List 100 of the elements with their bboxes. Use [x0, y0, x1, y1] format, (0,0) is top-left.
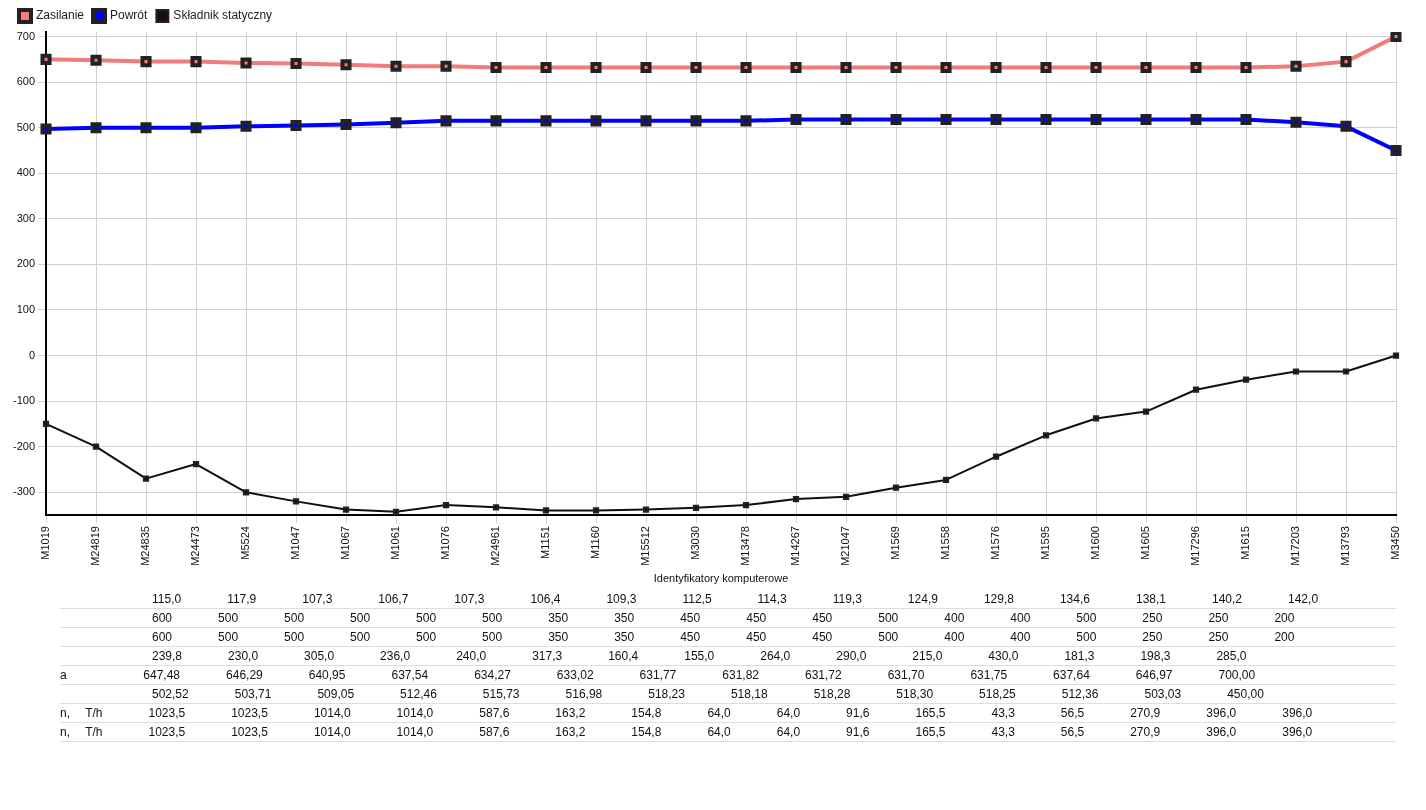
x-tick-label: M1067: [339, 526, 352, 560]
x-tick-label: M1576: [989, 526, 1002, 560]
point: [1390, 144, 1402, 157]
point: [240, 120, 252, 132]
point: [490, 62, 502, 74]
x-tick-label: M17203: [1289, 526, 1302, 566]
point: [490, 115, 502, 127]
legend-label: Zasilanie: [36, 8, 85, 23]
y-tick-label: 700: [16, 29, 36, 42]
x-tick-label: M15512: [639, 526, 652, 566]
x-tick-label: M17296: [1189, 526, 1202, 566]
x-tick-label: M1595: [1039, 526, 1052, 560]
point: [1190, 62, 1202, 74]
point: [90, 54, 102, 66]
point: [1240, 113, 1252, 126]
text: 502,52 503,71 509,05 512,46 515,73 516,98 518,23 518,18 518,28 518,30 518,25 512,36 503,03 450,00: [60, 685, 1396, 704]
point: [90, 122, 102, 134]
point: [1190, 113, 1202, 126]
point: [290, 57, 302, 69]
point: [1340, 56, 1352, 68]
x-tick-label: M24835: [139, 526, 152, 566]
point: [192, 460, 200, 468]
x-tick-label: M3030: [689, 526, 702, 560]
text: n, T/h 1023,5 1023,5 1014,0 1014,0 587,6 163,2 154,8 64,0 64,0 91,6 165,5 43,3 56,5 270,9 396,0 396,0: [60, 723, 1396, 742]
point: [1342, 368, 1350, 375]
x-tick-label: M1569: [889, 526, 902, 560]
point: [940, 62, 952, 74]
point: [140, 56, 152, 68]
point: [590, 62, 602, 74]
point: [890, 62, 902, 74]
point: [940, 113, 952, 126]
point: [392, 508, 400, 515]
point: [1140, 62, 1152, 74]
text: a 647,48 646,29 640,95 637,54 634,27 633,02 631,77 631,82 631,72 631,70 631,75 637,64 646,97 700,00: [60, 666, 1396, 685]
point: [1340, 120, 1352, 132]
point: [42, 420, 50, 428]
point: [740, 62, 752, 74]
point: [292, 498, 300, 505]
point: [742, 501, 750, 509]
y-tick-label: -100: [12, 394, 36, 407]
point: [640, 115, 652, 127]
point: [1090, 113, 1102, 126]
point: [1392, 352, 1400, 359]
point: [440, 115, 452, 127]
point: [240, 57, 252, 69]
point: [290, 119, 302, 131]
point: [1040, 113, 1052, 126]
x-tick-label: M1076: [439, 526, 452, 560]
point: [942, 476, 950, 484]
text: 600 500 500 500 500 500 350 350 450 450 450 500 400 400 500 250 250 200: [60, 609, 1396, 628]
x-tick-label: M1047: [289, 526, 302, 560]
y-tick-label: 300: [16, 211, 36, 224]
point: [692, 504, 700, 511]
x-tick-label: M3450: [1389, 526, 1402, 560]
point: [892, 484, 900, 491]
y-tick-label: -200: [12, 439, 36, 452]
point: [1092, 415, 1100, 422]
point: [990, 62, 1002, 74]
x-tick-label: M21047: [839, 526, 852, 566]
point: [840, 113, 852, 126]
y-tick-label: 100: [16, 303, 36, 316]
point: [992, 453, 1000, 460]
point: [342, 506, 350, 513]
x-tick-label: M14267: [789, 526, 802, 566]
point: [390, 60, 402, 72]
point: [1390, 32, 1402, 43]
point: [1192, 386, 1200, 393]
point: [1090, 62, 1102, 74]
text: 239,8 230,0 305,0 236,0 240,0 317,3 160,4 155,0 264,0 290,0 215,0 430,0 181,3 198,3 285,0: [60, 647, 1396, 666]
point: [340, 59, 352, 71]
point: [1290, 116, 1302, 128]
point: [540, 62, 552, 74]
x-tick-label: M24961: [489, 526, 502, 566]
x-tick-label: M24819: [89, 526, 102, 566]
x-tick-label: M1061: [389, 526, 402, 560]
point: [1290, 60, 1302, 72]
x-tick-label: M13478: [739, 526, 752, 566]
y-tick-label: 600: [16, 75, 36, 88]
point: [590, 115, 602, 127]
x-tick-label: M1160: [589, 526, 602, 559]
point: [92, 443, 100, 450]
point: [142, 475, 150, 482]
point: [190, 56, 202, 68]
point: [890, 113, 902, 126]
text: 115,0 117,9 107,3 106,7 107,3 106,4 109,3 112,5 114,3 119,3 124,9 129,8 134,6 138,1 140,2 142,0: [60, 590, 1396, 609]
point: [1140, 113, 1152, 126]
y-tick-label: 200: [16, 257, 36, 270]
point: [792, 495, 800, 503]
point: [1040, 62, 1052, 74]
x-tick-label: M13793: [1339, 526, 1352, 566]
point: [440, 60, 452, 72]
point: [1242, 376, 1250, 383]
y-tick-label: 500: [16, 120, 36, 133]
point: [140, 122, 152, 134]
text: 600 500 500 500 500 500 350 350 450 450 450 500 400 400 500 250 250 200: [60, 628, 1396, 647]
x-tick-label: M1600: [1089, 526, 1102, 560]
point: [542, 507, 550, 514]
x-tick-label: M5524: [239, 526, 252, 560]
point: [40, 53, 52, 65]
y-tick-label: 0: [28, 348, 36, 361]
